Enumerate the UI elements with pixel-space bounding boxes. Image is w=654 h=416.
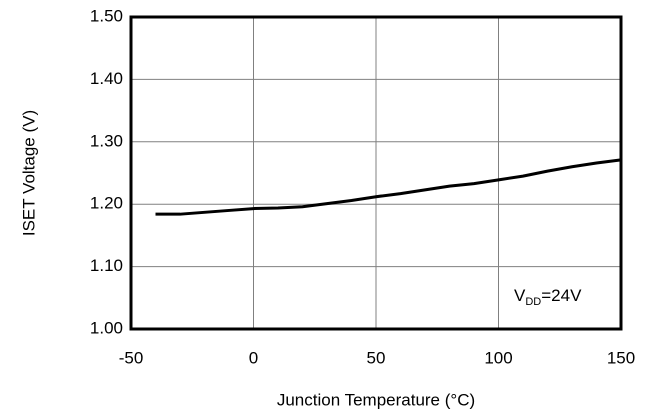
plot-frame bbox=[129, 15, 623, 331]
x-axis-label: Junction Temperature (°C) bbox=[277, 390, 475, 409]
y-tick-label: 1.00 bbox=[90, 318, 123, 337]
annotation-rest: =24V bbox=[541, 286, 582, 305]
y-axis-label: ISET Voltage (V) bbox=[19, 110, 38, 236]
y-tick-label: 1.20 bbox=[90, 194, 123, 213]
y-tick-label: 1.10 bbox=[90, 256, 123, 275]
y-tick-label: 1.40 bbox=[90, 69, 123, 88]
x-tick-label: 0 bbox=[249, 348, 258, 367]
x-tick-label: -50 bbox=[119, 348, 144, 367]
annotation: VDD=24V bbox=[514, 286, 582, 307]
x-tick-label: 50 bbox=[367, 348, 386, 367]
data-line bbox=[155, 158, 622, 216]
y-tick-label: 1.50 bbox=[90, 6, 123, 25]
x-tick-label: 150 bbox=[607, 348, 635, 367]
y-tick-label: 1.30 bbox=[90, 131, 123, 150]
annotation-sub: DD bbox=[525, 296, 541, 308]
x-tick-label: 100 bbox=[484, 348, 512, 367]
annotation-main: V bbox=[514, 286, 526, 305]
